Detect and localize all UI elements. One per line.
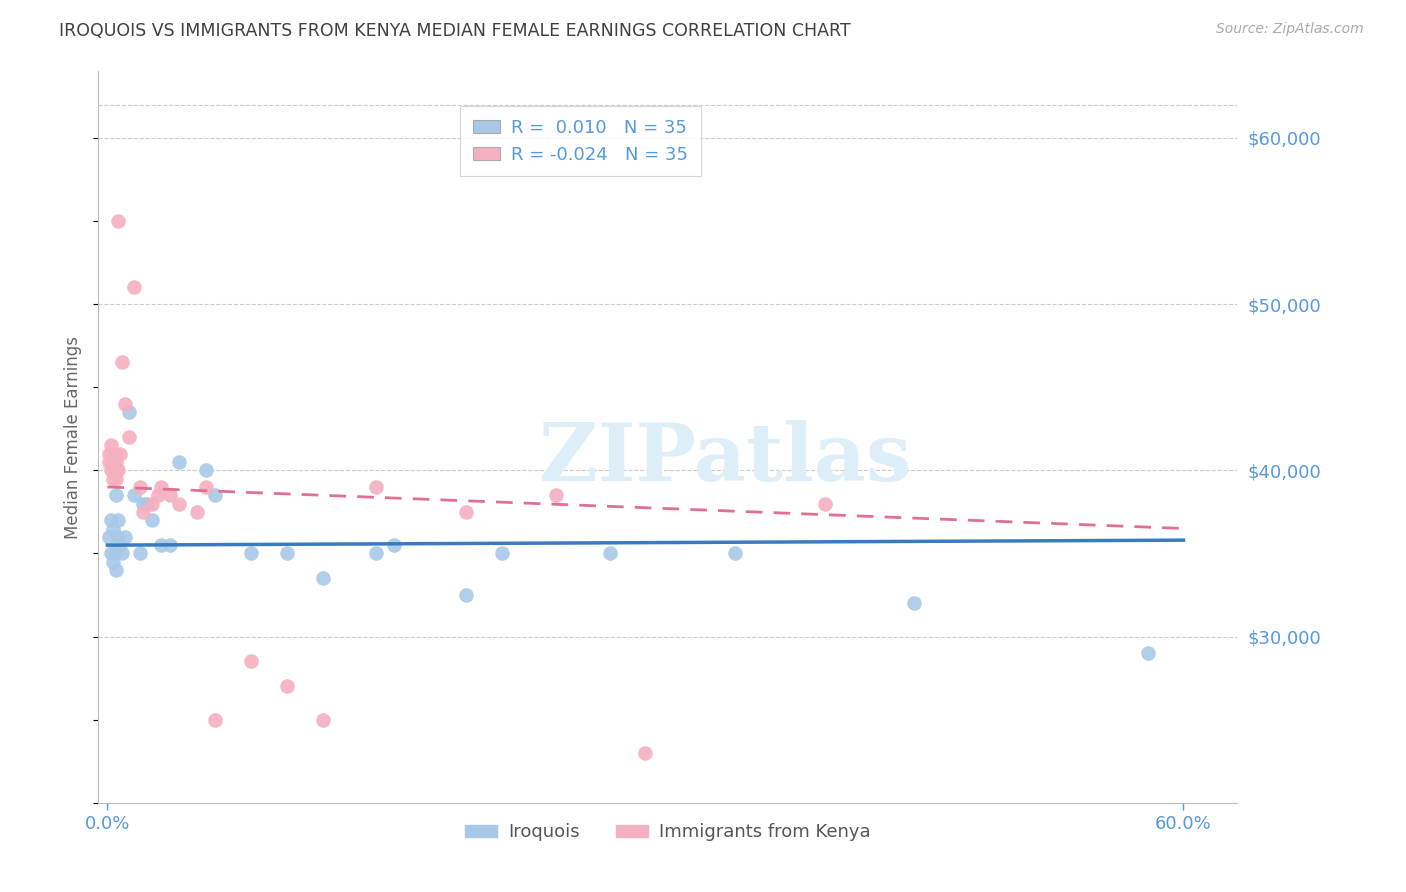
- Point: [141, 513, 163, 527]
- Point: [132, 505, 155, 519]
- Point: [107, 463, 129, 477]
- Point: [135, 497, 157, 511]
- Point: [100, 463, 122, 477]
- Legend: Iroquois, Immigrants from Kenya: Iroquois, Immigrants from Kenya: [457, 816, 879, 848]
- Point: [544, 488, 567, 502]
- Point: [311, 713, 333, 727]
- Point: [100, 513, 122, 527]
- Point: [105, 455, 128, 469]
- Point: [141, 497, 163, 511]
- Point: [98, 447, 121, 461]
- Point: [118, 405, 141, 419]
- Point: [103, 447, 125, 461]
- Point: [186, 505, 208, 519]
- Point: [114, 530, 136, 544]
- Point: [814, 497, 837, 511]
- Point: [111, 355, 134, 369]
- Point: [903, 596, 925, 610]
- Point: [124, 280, 146, 294]
- Point: [105, 563, 128, 577]
- Point: [150, 538, 173, 552]
- Point: [204, 713, 226, 727]
- Point: [103, 546, 125, 560]
- Point: [167, 455, 190, 469]
- Point: [454, 588, 477, 602]
- Point: [114, 397, 136, 411]
- Point: [382, 538, 405, 552]
- Point: [98, 530, 121, 544]
- Point: [491, 546, 513, 560]
- Point: [239, 655, 262, 669]
- Point: [98, 455, 121, 469]
- Point: [101, 472, 124, 486]
- Point: [128, 546, 150, 560]
- Point: [150, 480, 173, 494]
- Point: [118, 430, 141, 444]
- Point: [204, 488, 226, 502]
- Point: [1136, 646, 1159, 660]
- Point: [124, 488, 146, 502]
- Point: [132, 497, 155, 511]
- Point: [100, 438, 122, 452]
- Point: [454, 505, 477, 519]
- Point: [167, 497, 190, 511]
- Point: [100, 546, 122, 560]
- Point: [599, 546, 621, 560]
- Point: [276, 680, 298, 694]
- Text: ZIPatlas: ZIPatlas: [538, 420, 911, 498]
- Point: [107, 530, 129, 544]
- Point: [146, 488, 169, 502]
- Text: IROQUOIS VS IMMIGRANTS FROM KENYA MEDIAN FEMALE EARNINGS CORRELATION CHART: IROQUOIS VS IMMIGRANTS FROM KENYA MEDIAN…: [59, 22, 851, 40]
- Point: [105, 488, 128, 502]
- Point: [239, 546, 262, 560]
- Point: [634, 746, 657, 760]
- Point: [101, 555, 124, 569]
- Point: [111, 546, 134, 560]
- Point: [107, 214, 129, 228]
- Point: [276, 546, 298, 560]
- Point: [366, 480, 388, 494]
- Point: [101, 521, 124, 535]
- Point: [195, 463, 218, 477]
- Point: [108, 538, 131, 552]
- Point: [195, 480, 218, 494]
- Point: [128, 480, 150, 494]
- Point: [105, 472, 128, 486]
- Point: [159, 538, 181, 552]
- Text: Source: ZipAtlas.com: Source: ZipAtlas.com: [1216, 22, 1364, 37]
- Y-axis label: Median Female Earnings: Median Female Earnings: [65, 335, 83, 539]
- Point: [107, 513, 129, 527]
- Point: [108, 447, 131, 461]
- Point: [159, 488, 181, 502]
- Point: [724, 546, 747, 560]
- Point: [103, 463, 125, 477]
- Point: [311, 571, 333, 585]
- Point: [101, 455, 124, 469]
- Point: [366, 546, 388, 560]
